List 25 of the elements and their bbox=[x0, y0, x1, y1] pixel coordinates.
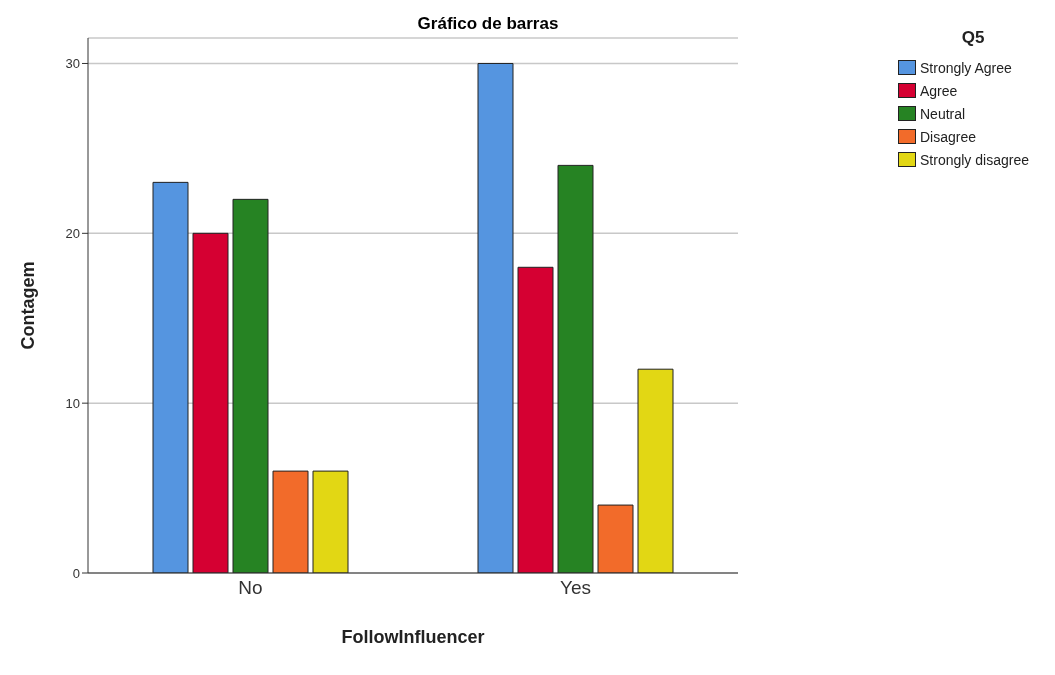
x-axis-title: FollowInfluencer bbox=[341, 627, 485, 647]
chart-title: Gráfico de barras bbox=[416, 14, 560, 34]
legend-label: Strongly disagree bbox=[920, 151, 1029, 168]
y-tick-label: 20 bbox=[65, 225, 80, 241]
x-tick-label: Yes bbox=[560, 577, 591, 599]
y-tick-label: 10 bbox=[65, 395, 80, 411]
legend-title: Q5 bbox=[960, 28, 986, 48]
bar bbox=[477, 62, 514, 573]
legend-label: Strongly Agree bbox=[920, 59, 1012, 76]
legend-label: Disagree bbox=[920, 128, 977, 145]
bar bbox=[517, 266, 554, 573]
bar bbox=[557, 164, 594, 573]
bar bbox=[597, 504, 634, 573]
bar bbox=[312, 470, 349, 573]
bar bbox=[272, 470, 309, 573]
bar bbox=[192, 232, 229, 573]
bar bbox=[637, 368, 674, 573]
y-tick-label: 0 bbox=[72, 565, 80, 581]
bar bbox=[232, 198, 269, 573]
legend-label: Neutral bbox=[920, 105, 966, 122]
y-axis-title: Contagem bbox=[18, 261, 39, 350]
legend-label: Agree bbox=[920, 82, 958, 99]
x-tick-label: No bbox=[238, 577, 263, 599]
y-tick-label: 30 bbox=[65, 56, 80, 72]
bar bbox=[152, 181, 189, 573]
